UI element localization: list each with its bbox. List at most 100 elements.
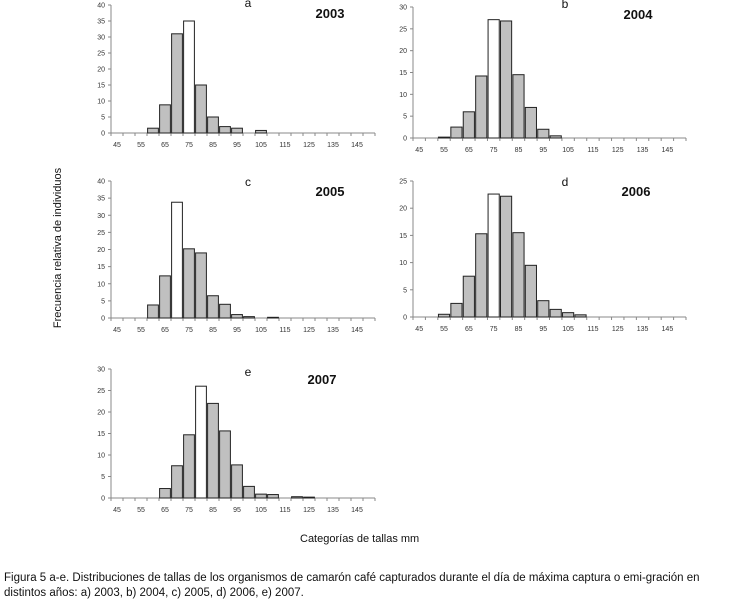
x-tick-label: 65 — [465, 147, 473, 154]
y-tick-label: 5 — [403, 287, 407, 294]
bar-65 — [159, 488, 171, 499]
x-tick-label: 55 — [137, 327, 145, 334]
y-tick-label: 0 — [101, 316, 105, 323]
x-tick-label: 95 — [539, 326, 547, 333]
bar-85 — [512, 232, 525, 318]
bar-85 — [512, 74, 525, 139]
x-tick-label: 55 — [137, 142, 145, 149]
bar-65 — [462, 275, 475, 318]
chart-panel-c: 0 5 10 15 20 25 30 35 40 45 55 65 75 85 95 105 115 125 135… — [97, 175, 376, 334]
x-tick-label: 85 — [209, 142, 217, 149]
bar-110 — [574, 314, 587, 318]
x-tick-label: 95 — [233, 142, 241, 149]
chart-title: 2004 — [624, 7, 654, 22]
x-tick-label: 75 — [490, 147, 498, 154]
y-tick-label: 35 — [97, 196, 105, 203]
bar-55 — [437, 136, 451, 139]
x-tick-label: 55 — [440, 326, 448, 333]
bar-105 — [255, 493, 267, 499]
y-tick-label: 0 — [101, 496, 105, 503]
y-tick-label: 15 — [399, 70, 407, 77]
bar-105 — [255, 129, 267, 134]
x-tick-label: 65 — [161, 142, 169, 149]
bar-80 — [195, 252, 207, 319]
bar-100 — [549, 308, 562, 318]
bar-75 — [487, 19, 500, 139]
x-tick-label: 55 — [137, 507, 145, 514]
bar-90 — [524, 106, 537, 139]
bar-60 — [450, 126, 463, 139]
y-tick-label: 10 — [97, 453, 105, 460]
bar-85 — [207, 295, 219, 319]
x-axis-label: Categorías de tallas mm — [300, 533, 420, 545]
y-tick-label: 0 — [403, 136, 407, 143]
x-tick-label: 115 — [279, 327, 290, 334]
x-tick-label: 135 — [327, 142, 339, 149]
bar-100 — [243, 485, 255, 499]
y-axis-label: Frecuencia relativa de individuos — [52, 167, 64, 329]
bar-100 — [549, 135, 562, 139]
bar-75 — [487, 193, 500, 318]
y-tick-label: 40 — [97, 179, 105, 186]
chart-title: 2006 — [622, 184, 651, 199]
y-tick-label: 30 — [97, 367, 105, 374]
x-tick-label: 145 — [662, 326, 674, 333]
bar-95 — [231, 314, 243, 319]
bar-110 — [267, 494, 279, 499]
bar-80 — [499, 20, 513, 139]
x-tick-label: 105 — [562, 326, 574, 333]
panel-letter: e — [245, 365, 252, 379]
y-tick-label: 20 — [97, 247, 105, 254]
x-tick-label: 75 — [185, 327, 193, 334]
panel-letter: d — [562, 175, 569, 189]
x-tick-label: 135 — [637, 326, 649, 333]
y-tick-label: 40 — [97, 3, 105, 10]
y-tick-label: 25 — [97, 230, 105, 237]
y-tick-label: 25 — [97, 51, 105, 58]
y-tick-label: 5 — [101, 474, 105, 481]
x-tick-label: 85 — [515, 326, 523, 333]
y-tick-label: 5 — [403, 114, 407, 121]
x-tick-label: 105 — [255, 327, 267, 334]
chart-panel-d: 0 5 10 15 20 25 45 55 65 75 85 95 105 115 125 135 145 d 20… — [399, 175, 687, 333]
x-tick-label: 125 — [612, 147, 624, 154]
bar-75 — [183, 248, 195, 319]
x-tick-label: 85 — [209, 327, 217, 334]
bar-85 — [207, 402, 219, 499]
y-tick-label: 0 — [101, 131, 105, 138]
y-tick-label: 10 — [97, 281, 105, 288]
y-tick-label: 15 — [97, 83, 105, 90]
bar-80 — [195, 385, 207, 499]
bar-120 — [291, 496, 303, 499]
x-tick-label: 115 — [279, 142, 290, 149]
x-tick-label: 65 — [161, 327, 169, 334]
x-tick-label: 65 — [465, 326, 473, 333]
bar-60 — [147, 127, 159, 134]
y-tick-label: 15 — [399, 233, 407, 240]
bar-90 — [524, 264, 537, 318]
bar-65 — [159, 275, 171, 319]
bar-85 — [207, 116, 219, 134]
bar-90 — [219, 126, 231, 134]
y-tick-label: 20 — [97, 67, 105, 74]
y-tick-label: 0 — [403, 315, 407, 322]
x-tick-label: 85 — [209, 507, 217, 514]
x-tick-label: 65 — [161, 507, 169, 514]
x-tick-label: 105 — [255, 507, 267, 514]
panel-letter: b — [562, 0, 569, 11]
bar-70 — [475, 233, 488, 318]
bar-110 — [267, 316, 279, 319]
y-tick-label: 25 — [399, 26, 407, 33]
y-tick-label: 30 — [399, 5, 407, 12]
bar-105 — [562, 312, 575, 318]
y-tick-label: 10 — [399, 92, 407, 99]
bar-95 — [537, 128, 550, 139]
x-tick-label: 115 — [587, 147, 598, 154]
x-tick-label: 135 — [327, 507, 339, 514]
x-tick-label: 95 — [233, 327, 241, 334]
x-tick-label: 45 — [113, 327, 121, 334]
bar-70 — [171, 465, 183, 499]
x-tick-label: 95 — [539, 147, 547, 154]
y-tick-label: 5 — [101, 298, 105, 305]
